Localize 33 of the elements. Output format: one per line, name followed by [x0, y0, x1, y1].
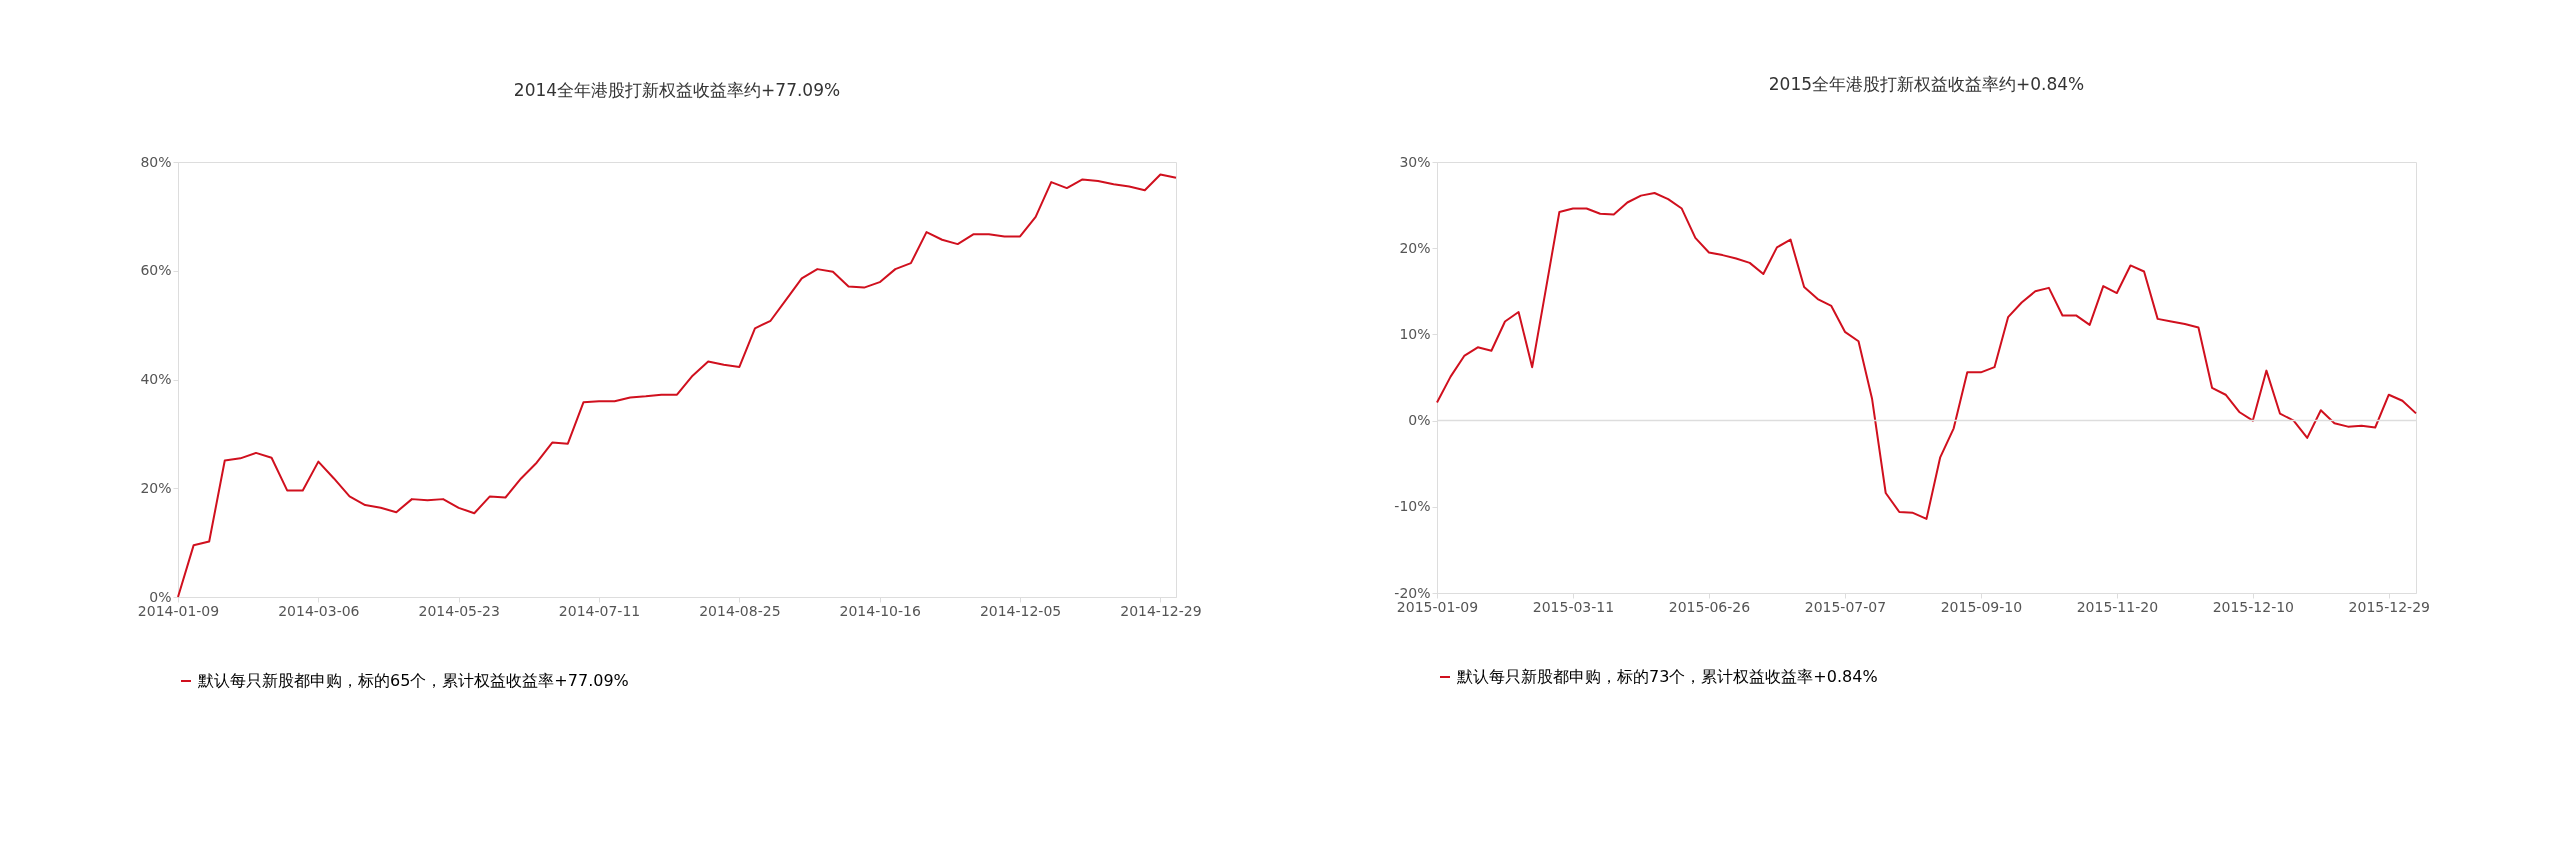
x-tick-label: 2015-01-09	[1396, 598, 1479, 615]
x-tick-label: 2015-09-10	[1940, 598, 2023, 615]
x-tick-label: 2015-06-26	[1668, 598, 1751, 615]
y-tick-label: -20%	[1394, 584, 1431, 601]
y-tick-label: 60%	[140, 262, 172, 279]
y-tick-label: 80%	[140, 153, 172, 170]
x-tick-label: 2015-12-10	[2212, 598, 2295, 615]
legend-label: 默认每只新股都申购，标的73个，累计权益收益率+0.84%	[1456, 667, 1878, 686]
y-tick-label: 20%	[140, 479, 172, 496]
y-tick-label: 30%	[1399, 153, 1431, 170]
chart-title: 2015全年港股打新权益收益率约+0.84%	[1768, 74, 2085, 94]
y-tick-label: 0%	[1408, 412, 1431, 429]
x-tick-label: 2014-07-11	[558, 602, 641, 619]
x-tick-label: 2014-05-23	[418, 602, 500, 619]
x-tick-label: 2014-12-29	[1120, 602, 1202, 619]
x-tick-label: 2015-11-20	[2076, 598, 2159, 615]
line-series	[177, 173, 1177, 598]
x-tick-label: 2014-03-06	[278, 602, 360, 619]
x-tick-label: 2015-07-07	[1804, 598, 1887, 615]
x-tick-label: 2014-12-05	[979, 602, 1062, 619]
y-tick-label: 10%	[1399, 325, 1431, 342]
x-tick-label: 2015-12-29	[2348, 598, 2430, 615]
y-tick-label: 20%	[1399, 239, 1431, 256]
line-series	[1436, 192, 2417, 520]
x-tick-label: 2015-03-11	[1532, 598, 1615, 615]
y-tick-label: 0%	[149, 588, 172, 605]
x-tick-label: 2014-08-25	[699, 602, 781, 619]
y-tick-label: -10%	[1394, 498, 1431, 515]
x-tick-label: 2014-01-09	[137, 602, 220, 619]
y-tick-label: 40%	[140, 371, 172, 387]
chart-title: 2014全年港股打新权益收益率约+77.09%	[513, 80, 841, 100]
x-tick-label: 2014-10-16	[839, 602, 921, 619]
legend-label: 默认每只新股都申购，标的65个，累计权益收益率+77.09%	[197, 671, 629, 690]
